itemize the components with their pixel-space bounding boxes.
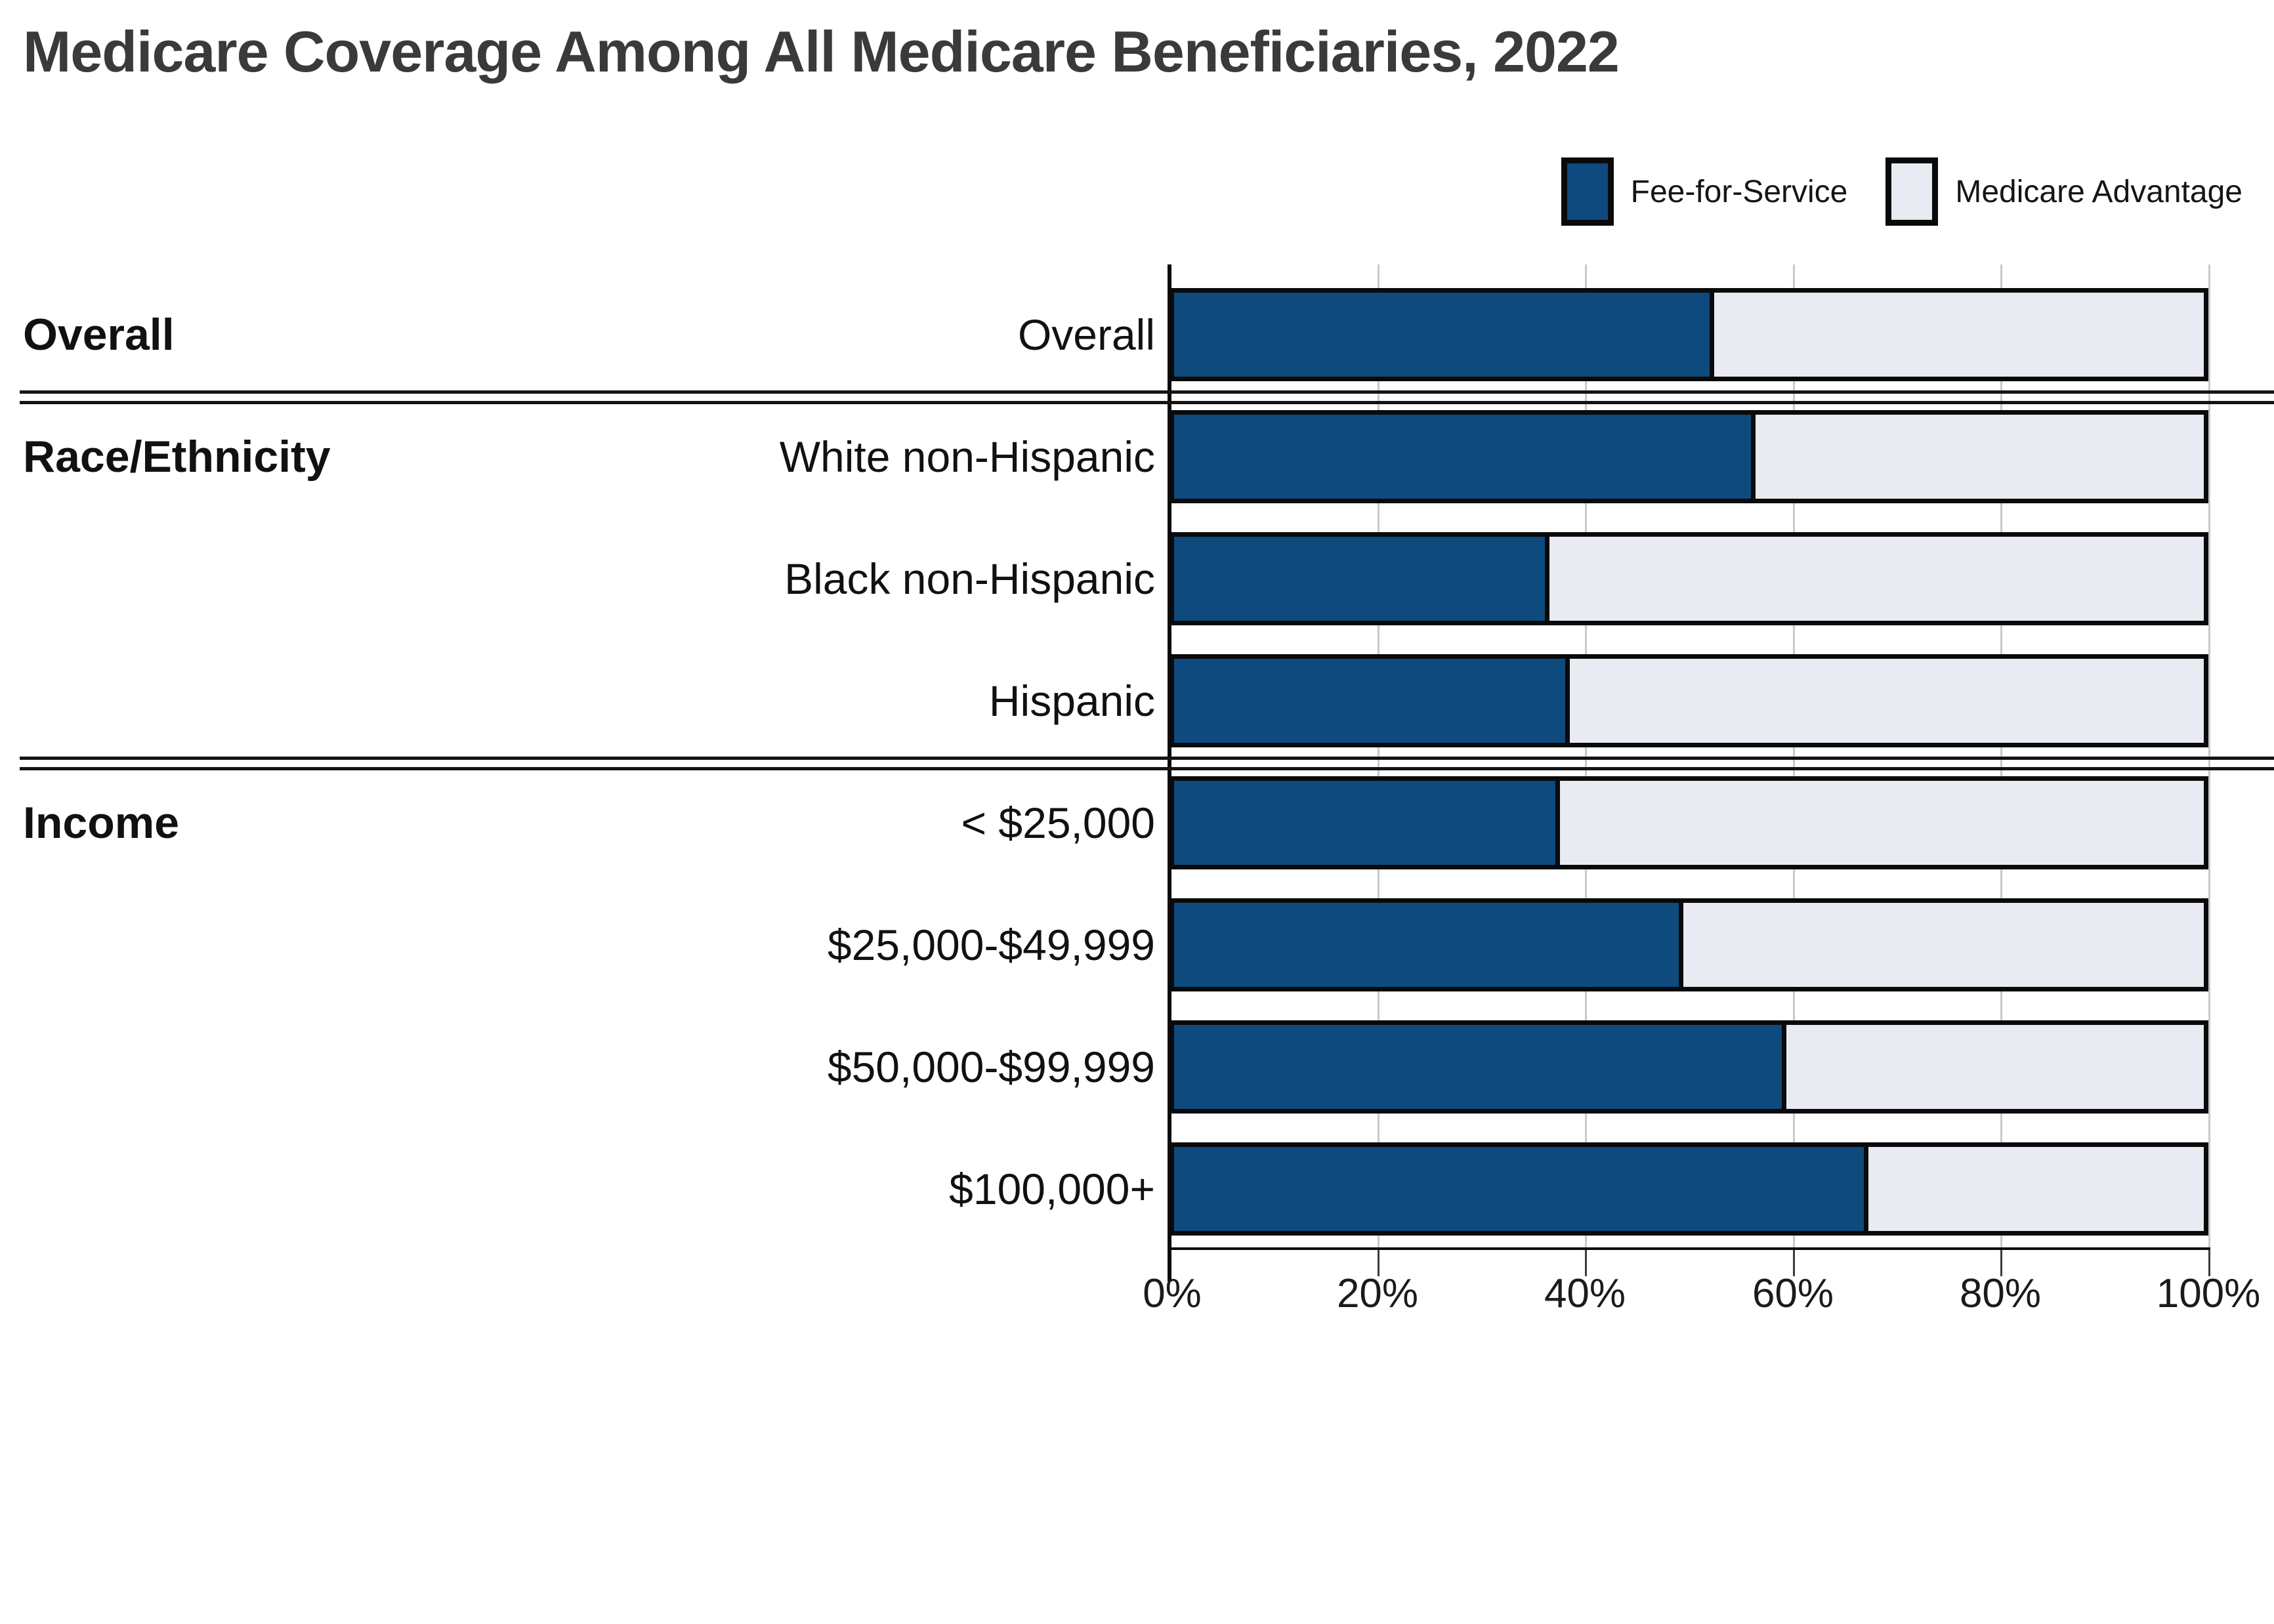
row-label-overall: Overall (1017, 310, 1155, 359)
bar-segment-fee-for-service[interactable] (1174, 1025, 1782, 1109)
x-tick-label: 80% (1959, 1271, 2042, 1316)
bar-segment-medicare-advantage[interactable] (1678, 903, 2204, 987)
x-tick-0 (1168, 1250, 1171, 1281)
row-label-under-25000: < $25,000 (961, 799, 1155, 847)
legend-item-fee-for-service[interactable]: Fee-for-Service (1561, 157, 1848, 226)
bar-segment-fee-for-service[interactable] (1174, 415, 1751, 499)
bar-segment-medicare-advantage[interactable] (1544, 537, 2204, 621)
bar-row-50000-99999 (1169, 1020, 2208, 1114)
x-tick-40 (1585, 1250, 1587, 1276)
legend-label: Fee-for-Service (1630, 174, 1848, 209)
x-tick-label: 100% (2156, 1271, 2261, 1316)
row-label-50000-99999: $50,000-$99,999 (827, 1043, 1155, 1091)
bar-row-hispanic (1169, 654, 2208, 747)
x-axis-line (1169, 1247, 2210, 1250)
x-tick-20 (1378, 1250, 1379, 1276)
bar-row-under-25000 (1169, 776, 2208, 869)
row-label-100000-plus: $100,000+ (949, 1165, 1155, 1213)
bar-segment-medicare-advantage[interactable] (1781, 1025, 2204, 1109)
bar-segment-medicare-advantage[interactable] (1864, 1147, 2204, 1231)
group-label-race-ethnicity: Race/Ethnicity (23, 432, 331, 482)
chart-title: Medicare Coverage Among All Medicare Ben… (23, 19, 1620, 84)
x-tick-label: 0% (1143, 1271, 1202, 1316)
x-tick-80 (2000, 1250, 2002, 1276)
bar-segment-fee-for-service[interactable] (1174, 781, 1555, 865)
bar-segment-medicare-advantage[interactable] (1555, 781, 2204, 865)
bar-segment-fee-for-service[interactable] (1174, 659, 1566, 743)
legend-label: Medicare Advantage (1955, 174, 2242, 209)
x-tick-label: 20% (1336, 1271, 1419, 1316)
bar-segment-fee-for-service[interactable] (1174, 1147, 1864, 1231)
bar-row-25000-49999 (1169, 898, 2208, 991)
bar-segment-fee-for-service[interactable] (1174, 903, 1679, 987)
medicare-advantage-swatch-icon (1885, 157, 1939, 226)
legend-item-medicare-advantage[interactable]: Medicare Advantage (1885, 157, 2242, 226)
x-tick-60 (1793, 1250, 1795, 1276)
bar-segment-fee-for-service[interactable] (1174, 293, 1710, 377)
group-separator-line (20, 401, 2274, 404)
x-tick-100 (2208, 1250, 2210, 1276)
row-label-black-non-hispanic: Black non-Hispanic (784, 554, 1155, 603)
x-tick-label: 40% (1544, 1271, 1626, 1316)
bar-segment-medicare-advantage[interactable] (1750, 415, 2204, 499)
fee-for-service-swatch-icon (1561, 157, 1614, 226)
group-separator-line (20, 767, 2274, 770)
row-label-25000-49999: $25,000-$49,999 (827, 921, 1155, 969)
bar-segment-fee-for-service[interactable] (1174, 537, 1545, 621)
bar-row-white-non-hispanic (1169, 410, 2208, 503)
x-tick-label: 60% (1752, 1271, 1834, 1316)
group-separator-line (20, 757, 2274, 760)
group-label-income: Income (23, 798, 180, 848)
bar-segment-medicare-advantage[interactable] (1709, 293, 2204, 377)
legend: Fee-for-Service Medicare Advantage (1561, 157, 2242, 226)
bar-segment-medicare-advantage[interactable] (1565, 659, 2204, 743)
group-label-overall: Overall (23, 310, 175, 360)
bar-row-black-non-hispanic (1169, 532, 2208, 625)
bar-row-overall (1169, 288, 2208, 381)
group-separator-line (20, 390, 2274, 394)
row-label-white-non-hispanic: White non-Hispanic (779, 432, 1155, 481)
bar-row-100000-plus (1169, 1142, 2208, 1236)
row-label-hispanic: Hispanic (988, 677, 1155, 725)
